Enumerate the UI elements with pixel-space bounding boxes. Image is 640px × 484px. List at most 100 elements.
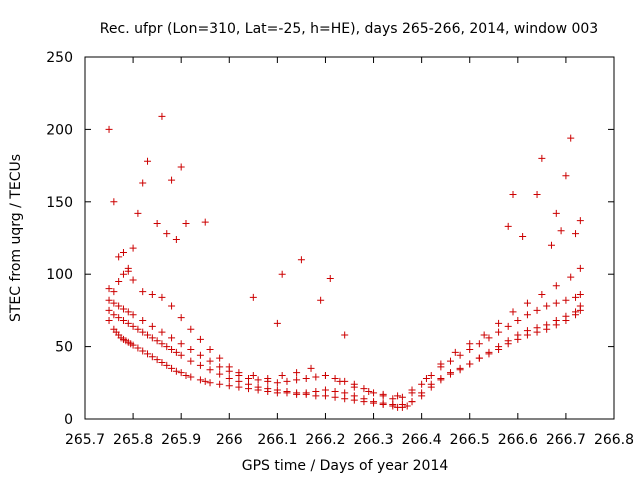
data-point <box>360 395 368 403</box>
data-point <box>321 372 329 380</box>
data-point <box>485 348 493 356</box>
data-point <box>206 357 214 365</box>
data-point <box>312 387 320 395</box>
data-point <box>196 376 204 384</box>
data-point <box>538 290 546 298</box>
data-point <box>144 157 152 165</box>
data-point <box>495 319 503 327</box>
data-point <box>225 382 233 390</box>
data-point <box>216 370 224 378</box>
data-point <box>124 319 132 327</box>
data-point <box>475 354 483 362</box>
data-point <box>480 331 488 339</box>
data-point <box>446 370 454 378</box>
data-point <box>225 374 233 382</box>
x-tick-label: 266.7 <box>546 432 586 448</box>
data-point <box>264 374 272 382</box>
data-point <box>523 311 531 319</box>
plot-frame <box>84 56 615 420</box>
data-point <box>168 334 176 342</box>
data-point <box>317 296 325 304</box>
data-point <box>196 361 204 369</box>
data-point <box>124 267 132 275</box>
data-point <box>418 380 426 388</box>
data-point <box>514 331 522 339</box>
data-point <box>206 366 214 374</box>
data-point <box>163 230 171 238</box>
data-point <box>254 376 262 384</box>
data-point <box>533 306 541 314</box>
data-point <box>437 376 445 384</box>
data-point <box>572 293 580 301</box>
chart-title: Rec. ufpr (Lon=310, Lat=-25, h=HE), days… <box>100 21 598 37</box>
data-point <box>139 179 147 187</box>
data-point <box>557 227 565 235</box>
data-point <box>567 273 575 281</box>
data-point <box>134 344 142 352</box>
data-point <box>533 191 541 199</box>
data-point <box>249 372 257 380</box>
data-point <box>514 317 522 325</box>
data-point <box>254 383 262 391</box>
data-point <box>552 299 560 307</box>
data-point <box>576 217 584 225</box>
data-point <box>216 354 224 362</box>
data-point <box>172 348 180 356</box>
x-tick-label: 266.5 <box>450 432 490 448</box>
data-point <box>148 290 156 298</box>
data-point <box>273 386 281 394</box>
data-point <box>552 282 560 290</box>
data-point <box>206 379 214 387</box>
data-point <box>398 393 406 401</box>
data-point <box>129 244 137 252</box>
data-point <box>312 373 320 381</box>
data-point <box>509 308 517 316</box>
data-point <box>105 285 113 293</box>
data-point <box>427 383 435 391</box>
data-point <box>168 345 176 353</box>
data-point <box>293 369 301 377</box>
x-tick-label: 266.4 <box>402 432 442 448</box>
data-point <box>278 270 286 278</box>
data-point <box>264 385 272 393</box>
y-tick-label: 250 <box>46 50 73 66</box>
data-point <box>148 334 156 342</box>
data-point <box>297 256 305 264</box>
data-point <box>519 233 527 241</box>
data-point <box>134 325 142 333</box>
data-point <box>552 209 560 217</box>
data-point <box>350 383 358 391</box>
data-point <box>572 308 580 316</box>
data-point <box>331 374 339 382</box>
data-point <box>168 302 176 310</box>
data-point <box>158 340 166 348</box>
data-point <box>139 347 147 355</box>
data-point <box>182 372 190 380</box>
data-point <box>379 390 387 398</box>
data-point <box>336 377 344 385</box>
data-point <box>201 377 209 385</box>
data-point <box>177 163 185 171</box>
x-tick-label: 266 <box>216 432 243 448</box>
data-point <box>504 337 512 345</box>
data-point <box>398 401 406 409</box>
data-point <box>225 363 233 371</box>
y-tick-label: 200 <box>46 122 73 138</box>
data-point <box>446 357 454 365</box>
data-point <box>495 328 503 336</box>
data-point <box>139 328 147 336</box>
data-point <box>504 322 512 330</box>
data-point <box>475 340 483 348</box>
data-point <box>576 290 584 298</box>
data-point <box>119 305 127 313</box>
data-point <box>403 402 411 410</box>
data-point <box>283 387 291 395</box>
data-point <box>326 275 334 283</box>
x-tick-label: 266.1 <box>257 432 297 448</box>
data-point <box>350 392 358 400</box>
data-point <box>129 322 137 330</box>
data-point <box>418 392 426 400</box>
y-tick-label: 0 <box>64 412 73 428</box>
data-point <box>158 328 166 336</box>
